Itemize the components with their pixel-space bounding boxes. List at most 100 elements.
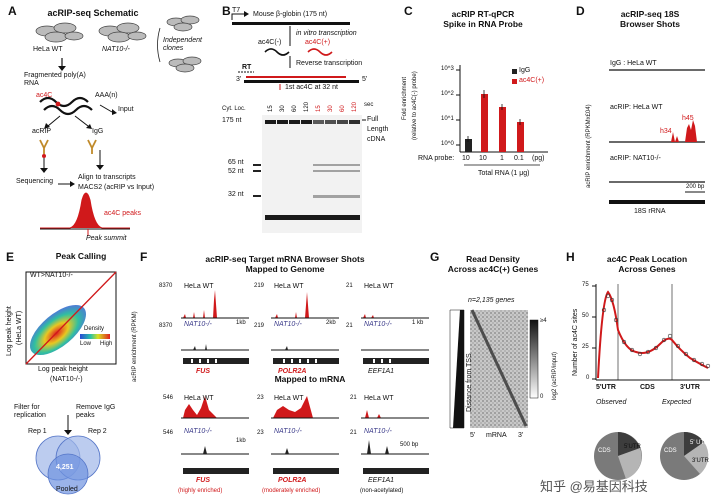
h-expected: Expected (662, 399, 692, 406)
panel-h-title: ac4C Peak Location Across Genes (606, 254, 688, 274)
d-track-2: acRIP: HeLa WT (610, 104, 663, 111)
f-m3-name: EEF1A1 (368, 477, 395, 484)
f-g2-max: 219 (254, 283, 265, 289)
f-m3-max: 21 (350, 395, 357, 401)
e-rep2: Rep 2 (88, 428, 107, 435)
f-m2-hela: HeLa WT (274, 395, 304, 402)
f-m1-scale: 1kb (236, 438, 246, 444)
peak-summit-label: Peak summit (86, 235, 127, 242)
panel-letter-b: B (222, 4, 231, 18)
g-cbar-top: ≥4 (540, 318, 547, 324)
c-probe-3: 0.1 (514, 155, 524, 162)
panel-letter-d: D (576, 4, 585, 18)
sec-label: sec (364, 102, 374, 108)
nt52-label: 52 nt (228, 168, 244, 175)
f-g3-max-2: 21 (346, 323, 353, 329)
e-rep1: Rep 1 (28, 428, 47, 435)
globin-label: Mouse β-globin (175 nt) (253, 11, 328, 18)
d-track-1: IgG : HeLa WT (610, 60, 657, 67)
cdna-label: cDNA (367, 136, 386, 143)
g-five: 5' (470, 432, 476, 439)
reverse-label: Reverse transcription (296, 60, 363, 67)
f-g1-scale: 1kb (236, 320, 246, 326)
f-m1-max: 546 (163, 395, 174, 401)
g-three: 3' (518, 432, 524, 439)
c-probe-0: 10 (462, 155, 470, 162)
ac4c-label: ac4C (36, 92, 53, 99)
f-m2-name: POLR2A (278, 477, 307, 484)
panel-letter-f: F (140, 250, 148, 264)
nt65-label: 65 nt (228, 159, 244, 166)
f-ylabel: acRIP enrichment (RPKM) (132, 311, 138, 382)
e-ylabel-2: (HeLa WT) (16, 310, 23, 345)
f-g1-nat10: NAT10-/- (184, 321, 212, 328)
c-ytick-2: 10^1 (441, 116, 454, 122)
panel-letter-c: C (404, 4, 413, 18)
three-prime-label: 3' (236, 76, 242, 83)
h-ytick-3: 0 (586, 375, 590, 381)
g-ylabel: Distance from TSS (466, 353, 473, 412)
f-m1-hela: HeLa WT (184, 395, 214, 402)
f-g3-hela: HeLa WT (364, 283, 394, 290)
f-g3-name: EEF1A1 (368, 368, 395, 375)
nat10-label: NAT10-/- (102, 46, 130, 53)
ac4c-minus-label: ac4C(-) (258, 39, 282, 46)
c-ytick-0: 10^3 (441, 66, 454, 72)
panel-g-title: Read Density Across ac4C(+) Genes (447, 254, 539, 274)
e-ylabel-1: Log peak height (6, 306, 13, 356)
panel-c-title: acRIP RT-qPCR Spike in RNA Probe (443, 9, 523, 29)
f-g3-max: 21 (346, 283, 353, 289)
e-pooled: Pooled (56, 486, 78, 493)
five-prime-label: 5' (362, 76, 368, 83)
nt32-label: 32 nt (228, 191, 244, 198)
g-cbar-zero: 0 (540, 394, 544, 400)
f-g2-name: POLR2A (278, 368, 307, 375)
input-label: Input (118, 106, 134, 113)
h-ytick-1: 50 (582, 313, 589, 319)
d-h45: h45 (682, 115, 694, 122)
igg-label: IgG (92, 128, 104, 135)
d-h34: h34 (660, 128, 672, 135)
c-probe-1: 10 (479, 155, 487, 162)
panel-a-schematic (35, 15, 202, 236)
in-vitro-label: in vitro transcription (296, 30, 357, 37)
e-remove: Remove IgG peaks (76, 404, 116, 419)
g-cbar-label: log2 (acRIP/input) (552, 351, 558, 400)
f-g2-max-2: 219 (254, 323, 265, 329)
f-m1-note: (highly enriched) (178, 488, 223, 494)
f-g1-hela: HeLa WT (184, 283, 214, 290)
panel-c-chart (456, 65, 548, 166)
c-probe-label: RNA probe: (418, 155, 455, 162)
g-mrna: mRNA (486, 432, 507, 439)
panel-d-title: acRIP-seq 18S Browser Shots (620, 9, 680, 29)
e-low: Low (80, 341, 92, 347)
f-m1-name: FUS (196, 477, 210, 484)
fragmented-label: Fragmented poly(A) RNA (24, 72, 86, 87)
watermark: 知乎 @易基因科技 (540, 479, 648, 494)
clones-label: Independent clones (163, 37, 202, 52)
f-m1-max-2: 546 (163, 430, 174, 436)
rt-label: RT (242, 64, 252, 71)
e-count: 4,251 (56, 464, 74, 471)
f-g3-scale: 1 kb (412, 320, 424, 326)
panel-d-tracks (609, 69, 705, 204)
e-legend: WT>NAT10-/- (30, 272, 73, 279)
h-ytick-2: 25 (582, 344, 589, 350)
f-g1-max: 8370 (159, 283, 173, 289)
f-m3-note: (non-acetylated) (360, 488, 404, 494)
f-g1-name: FUS (196, 368, 210, 375)
f-g2-scale: 2kb (326, 320, 336, 326)
panel-f-title3: Mapped to mRNA (274, 374, 346, 384)
f-m2-max: 23 (257, 395, 264, 401)
panel-letter-h: H (566, 250, 575, 264)
first-ac4c-label: 1st ac4C at 32 nt (285, 84, 338, 91)
h-x1: 5'UTR (596, 384, 616, 391)
d-rrna: 18S rRNA (634, 208, 666, 215)
panel-f-tracks (181, 290, 429, 474)
h-ylabel: Number of ac4C sites (572, 308, 579, 376)
nt175-label: 175 nt (222, 117, 242, 124)
f-m2-note: (moderately enriched) (262, 488, 321, 494)
c-legend-igg: IgG (519, 67, 531, 74)
h-pie-5-obs: 5'UTR (624, 444, 641, 450)
panel-e-scatter (25, 271, 117, 495)
